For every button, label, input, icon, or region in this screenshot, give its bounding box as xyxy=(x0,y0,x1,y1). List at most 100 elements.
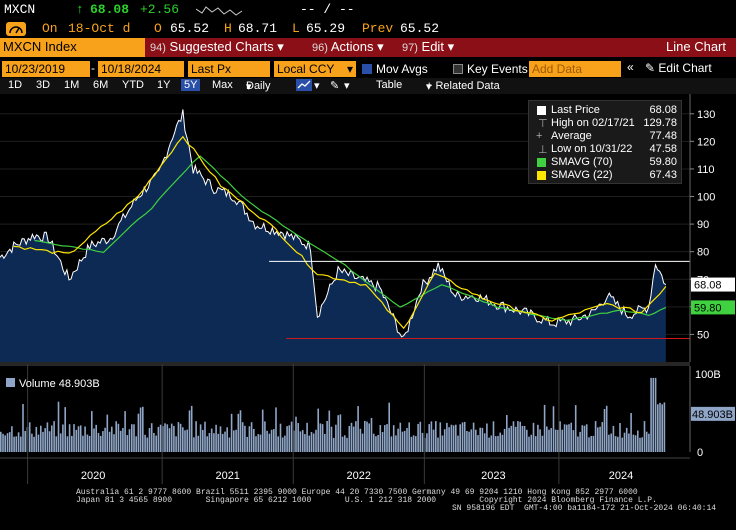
legend-swatch xyxy=(537,158,546,167)
security-field[interactable]: MXCN Index xyxy=(0,38,145,57)
time-axis: 2020 2021 2022 2023 2024 xyxy=(0,364,690,484)
volume-bar xyxy=(321,424,324,452)
prev-label: Prev xyxy=(362,21,394,36)
period-1m[interactable]: 1M xyxy=(64,79,80,91)
volume-bar xyxy=(253,429,255,452)
start-date-field[interactable]: 10/23/2019 xyxy=(2,61,90,77)
legend-average: + Average 77.48 xyxy=(536,130,677,142)
volume-bar xyxy=(508,427,510,452)
legend-sma70: SMAVG (70) 59.80 xyxy=(533,156,677,169)
key-events-toggle[interactable]: Key Events xyxy=(453,62,528,76)
volume-bar xyxy=(590,436,592,452)
volume-bar xyxy=(28,422,31,452)
period-6m[interactable]: 6M xyxy=(93,79,109,91)
low-label: L xyxy=(292,21,300,36)
volume-bar xyxy=(479,427,481,452)
volume-bar xyxy=(370,417,373,452)
volume-bar xyxy=(406,428,408,452)
volume-bar xyxy=(512,421,515,452)
volume-bar xyxy=(131,424,133,452)
volume-bar xyxy=(463,421,466,452)
volume-bar xyxy=(361,433,364,452)
volume-bar xyxy=(368,423,370,452)
volume-bar xyxy=(546,426,548,452)
footer-line-2: Japan 81 3 4565 8900 Singapore 65 6212 1… xyxy=(76,496,657,505)
edit-menu[interactable]: 97) Edit ▾ xyxy=(402,39,454,55)
period-max[interactable]: Max xyxy=(212,79,233,91)
volume-bar xyxy=(261,409,264,452)
chevron-down-icon[interactable]: ▾ xyxy=(314,80,320,92)
period-1d[interactable]: 1D xyxy=(8,79,23,91)
price-field-select[interactable]: Last Px xyxy=(188,61,270,77)
edit-chart-label: Edit Chart xyxy=(658,61,712,75)
chevron-down-icon[interactable]: ▾ xyxy=(344,80,350,92)
collapse-icon[interactable]: « xyxy=(627,60,634,74)
volume-bar xyxy=(46,422,49,452)
period-ytd[interactable]: YTD xyxy=(122,79,144,91)
volume-bar xyxy=(188,410,191,452)
period-5y[interactable]: 5Y xyxy=(181,79,201,91)
volume-bar xyxy=(548,429,550,452)
volume-bar xyxy=(186,429,188,452)
volume-bar xyxy=(628,433,630,452)
volume-bar xyxy=(75,429,78,452)
period-3d[interactable]: 3D xyxy=(36,79,51,91)
volume-bar xyxy=(421,432,424,452)
volume-bar xyxy=(346,437,348,452)
volume-bar xyxy=(408,422,410,452)
volume-bar xyxy=(634,435,637,452)
volume-bar xyxy=(0,431,2,452)
net-change: +2.56 xyxy=(140,2,180,17)
add-data-field[interactable]: Add Data xyxy=(529,61,621,77)
volume-bar xyxy=(328,410,331,452)
chevron-down-icon: ▾ xyxy=(426,81,432,93)
period-1y[interactable]: 1Y xyxy=(157,79,171,91)
edit-chart-button[interactable]: ✎ Edit Chart xyxy=(645,61,712,75)
mov-avgs-toggle[interactable]: Mov Avgs xyxy=(362,62,428,76)
volume-bar xyxy=(139,407,142,452)
volume-bar xyxy=(77,426,80,452)
end-date-field[interactable]: 10/18/2024 xyxy=(98,61,184,77)
volume-bar xyxy=(284,435,286,452)
volume-bar xyxy=(255,436,257,452)
volume-bar xyxy=(62,424,64,452)
suggested-charts-menu[interactable]: 94) Suggested Charts ▾ xyxy=(150,39,284,55)
volume-tag: 48.903B xyxy=(692,409,733,421)
volume-bar xyxy=(415,436,417,452)
volume-bar xyxy=(79,425,82,452)
table-button[interactable]: Table xyxy=(376,79,403,91)
legend-last-price: Last Price 68.08 xyxy=(533,104,677,117)
actions-number: 96) xyxy=(312,42,328,54)
volume-bar xyxy=(448,427,450,452)
volume-bar xyxy=(432,429,435,452)
gauge-icon xyxy=(6,22,26,36)
pane-separator[interactable] xyxy=(0,362,690,366)
volume-bar xyxy=(375,436,377,452)
volume-bar xyxy=(617,436,619,452)
volume-bar xyxy=(233,430,235,452)
actions-menu[interactable]: 96) Actions ▾ xyxy=(312,39,384,55)
volume-value: 48.903B xyxy=(58,378,100,390)
currency-select[interactable]: Local CCY ▾ xyxy=(274,61,356,77)
pen-tool-icon[interactable]: ✎ xyxy=(330,80,340,92)
volume-bar xyxy=(357,406,359,452)
volume-bar xyxy=(266,430,268,452)
volume-bar xyxy=(352,426,355,452)
volume-bar xyxy=(144,434,146,452)
chevron-down-icon: ▾ xyxy=(377,39,384,54)
volume-bar xyxy=(137,413,140,452)
sma22-line xyxy=(13,135,667,330)
checkbox-icon xyxy=(453,64,463,74)
volume-bar xyxy=(173,425,175,452)
volume-bar xyxy=(335,424,337,452)
volume-bar xyxy=(102,431,104,452)
pencil-icon: ✎ xyxy=(645,61,656,75)
volume-bar xyxy=(164,423,166,452)
volume-bar xyxy=(419,421,422,452)
volume-bar xyxy=(372,433,375,452)
volume-bar xyxy=(377,435,379,452)
legend-low: ⊥ Low on 10/31/22 47.58 xyxy=(538,143,677,156)
line-chart-icon[interactable] xyxy=(296,79,312,94)
volume-bar xyxy=(552,406,555,452)
